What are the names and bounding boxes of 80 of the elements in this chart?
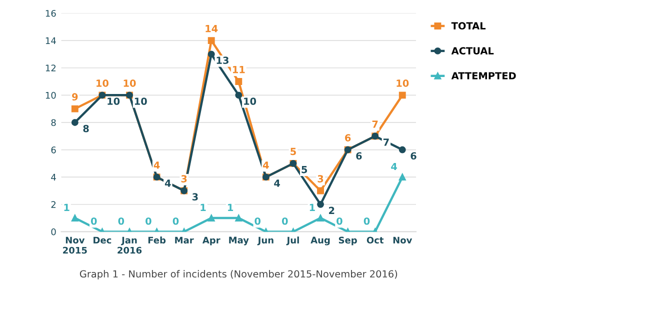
data-label: 10 bbox=[134, 98, 147, 105]
x-tick-label: Sep bbox=[338, 236, 357, 246]
data-label: 3 bbox=[318, 175, 324, 182]
x-tick-label: Aug bbox=[310, 236, 330, 246]
point bbox=[208, 37, 215, 44]
x-tick-label: Mar bbox=[175, 236, 194, 244]
data-label: 4 bbox=[154, 162, 160, 169]
x-tick-label: Nov 2015 bbox=[63, 236, 87, 254]
data-label: 0 bbox=[118, 217, 124, 225]
y-tick-label: 10 bbox=[46, 92, 56, 99]
point bbox=[235, 92, 242, 99]
data-label: 4 bbox=[391, 162, 397, 170]
data-label: 0 bbox=[172, 217, 179, 225]
y-tick-label: 6 bbox=[51, 146, 56, 154]
y-tick-label: 8 bbox=[51, 119, 56, 126]
x-tick-label: Nov bbox=[393, 236, 412, 244]
data-label: 1 bbox=[200, 204, 206, 212]
x-tick-label: Dec bbox=[94, 236, 112, 244]
legend-label: ACTUAL bbox=[451, 47, 494, 54]
data-label: 3 bbox=[192, 193, 198, 201]
data-label: 5 bbox=[290, 148, 296, 156]
y-tick-label: 4 bbox=[51, 174, 56, 181]
data-label: 6 bbox=[345, 134, 351, 142]
data-label: 3 bbox=[181, 175, 187, 182]
x-tick-label: Oct bbox=[366, 236, 384, 244]
y-tick-label: 2 bbox=[51, 201, 56, 208]
data-label: 8 bbox=[83, 124, 89, 132]
point bbox=[71, 105, 78, 112]
data-label: 0 bbox=[90, 217, 97, 225]
point bbox=[317, 200, 324, 208]
data-label: 11 bbox=[232, 66, 245, 74]
data-label: 0 bbox=[146, 217, 152, 225]
data-label: 4 bbox=[274, 180, 280, 187]
x-tick-label: Jul bbox=[286, 236, 299, 246]
data-label: 4 bbox=[262, 162, 269, 169]
data-label: 6 bbox=[356, 152, 362, 160]
data-label: 10 bbox=[244, 98, 256, 105]
data-label: 0 bbox=[336, 217, 342, 225]
point bbox=[208, 214, 215, 222]
point bbox=[398, 92, 406, 99]
legend-label: ATTEMPTED bbox=[451, 72, 516, 80]
data-label: 6 bbox=[410, 152, 416, 160]
data-label: 1 bbox=[64, 204, 70, 212]
data-label: 13 bbox=[216, 56, 228, 64]
data-label: 9 bbox=[72, 93, 78, 101]
caption: Graph 1 - Number of incidents (November 2015-November 2016) bbox=[80, 270, 398, 280]
data-label: 10 bbox=[96, 80, 109, 87]
y-tick-label: 16 bbox=[46, 10, 56, 17]
data-label: 4 bbox=[164, 180, 171, 187]
point bbox=[317, 214, 324, 222]
point bbox=[398, 146, 406, 154]
data-label: 10 bbox=[396, 80, 409, 87]
x-tick-label: Feb bbox=[148, 236, 166, 244]
data-label: 0 bbox=[282, 217, 288, 225]
data-label: 10 bbox=[124, 80, 136, 87]
point bbox=[317, 187, 324, 194]
y-tick-label: 12 bbox=[46, 64, 56, 72]
x-tick-label: Jan 2016 bbox=[118, 236, 142, 254]
y-tick-label: 0 bbox=[51, 228, 56, 236]
data-label: 0 bbox=[254, 217, 261, 225]
data-label: 7 bbox=[372, 120, 378, 128]
x-tick-label: Jun bbox=[257, 236, 274, 246]
point bbox=[71, 118, 78, 126]
data-label: 2 bbox=[329, 206, 334, 214]
point bbox=[398, 174, 406, 181]
point bbox=[71, 214, 78, 222]
point bbox=[208, 50, 215, 58]
data-label: 10 bbox=[108, 98, 120, 105]
data-label: 5 bbox=[302, 166, 308, 174]
data-label: 14 bbox=[206, 25, 218, 32]
x-tick-label: Apr bbox=[202, 236, 220, 246]
data-label: 7 bbox=[383, 138, 389, 146]
data-label: 0 bbox=[364, 217, 370, 225]
point bbox=[235, 214, 242, 222]
y-tick-label: 14 bbox=[46, 37, 56, 44]
data-label: 1 bbox=[310, 204, 315, 212]
x-tick-label: May bbox=[229, 236, 249, 246]
legend-label: TOTAL bbox=[451, 22, 486, 30]
point bbox=[235, 78, 242, 85]
data-label: 1 bbox=[228, 204, 234, 212]
